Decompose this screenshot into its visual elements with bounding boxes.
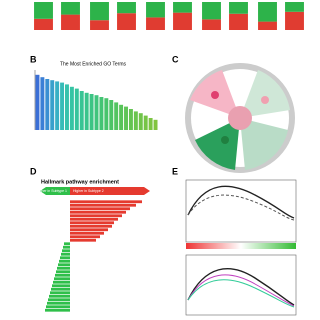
bar [119,104,124,130]
bar [35,74,40,130]
bar-segment [258,2,277,22]
bar [148,118,153,130]
bar [60,256,70,260]
bar [70,217,118,221]
bar [70,228,108,232]
arrow [70,187,150,195]
bar-segment [146,2,165,18]
bar-segment [285,2,304,12]
bar [56,270,70,274]
bar-segment [229,2,248,14]
bar [104,98,109,130]
bar-segment [61,14,80,30]
bar [50,291,70,295]
bar [133,111,138,130]
arrow-label: Higher in Subtype 1 [36,189,67,193]
bar [70,207,130,211]
bar [47,301,70,305]
bar-segment [202,19,221,30]
bar [55,273,70,277]
bar-segment [229,13,248,30]
bar-segment [173,12,192,31]
bar [49,294,70,298]
arrow [40,187,70,195]
bar [50,80,55,130]
bar [143,115,148,130]
bar [70,214,122,218]
panel-label: E [172,166,178,176]
chart-title: The Most Enriched GO Terms [60,61,127,67]
bar-segment [90,2,109,21]
bar [114,102,119,130]
bar [84,92,89,130]
bar [48,298,70,302]
bar [109,100,114,130]
bar [51,287,70,291]
bar [65,84,69,130]
bar [128,109,133,130]
bar [94,95,99,130]
bar [60,82,65,130]
bar [70,221,114,225]
bar-segment [173,2,192,13]
bar [79,91,84,130]
bar-segment [34,2,53,19]
bar [69,86,74,130]
bar [46,305,70,309]
bar-segment [117,13,136,30]
panel-label: B [30,54,37,64]
bar [62,249,70,253]
bar [63,245,70,249]
bar-segment [258,21,277,30]
bar [52,284,70,288]
panel-label: C [172,54,179,64]
bar-segment [90,20,109,30]
bar [138,113,143,130]
bar [54,277,70,281]
bar [57,266,70,270]
bar [64,242,70,246]
circle-diagram [185,63,295,173]
bar [45,79,50,130]
bar [45,308,70,312]
bar [70,235,100,239]
bar [70,203,136,207]
bar [59,259,70,263]
chart-title: Hallmark pathway enrichment [41,179,119,185]
bar [89,94,94,130]
bar [70,231,104,235]
bar [70,224,112,228]
bar [153,119,158,130]
bar-segment [34,18,53,30]
bar [53,280,70,284]
bar-segment [117,2,136,14]
bar [70,238,96,242]
bar-segment [285,11,304,31]
bar [99,97,104,130]
gsea-plots [185,179,297,316]
bar-segment [61,2,80,15]
bar [74,88,79,130]
panel-label: D [30,166,37,176]
arrow-label: Higher in Subtype 2 [73,189,104,193]
bar [61,252,70,256]
bar [124,106,128,130]
bar-segment [202,2,221,20]
bar [55,81,60,130]
bar-segment [146,17,165,30]
bar [70,210,126,214]
bar [40,77,45,130]
bar [58,263,70,267]
bar [70,200,142,204]
